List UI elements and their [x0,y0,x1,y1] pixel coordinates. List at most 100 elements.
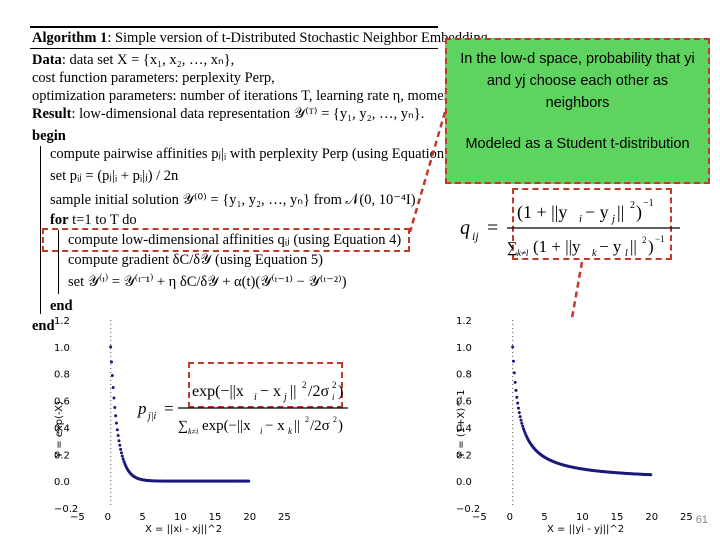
algorithm-line: optimization parameters: number of itera… [32,88,502,105]
svg-text:2: 2 [302,380,307,390]
x-tick-label: 15 [611,512,624,523]
callout-text-student-t: Modeled as a Student t-distribution [465,136,690,152]
y-tick-label: −0.2 [456,504,480,515]
svg-text:||: || [617,202,624,222]
x-tick-label: 20 [645,512,658,523]
algorithm-line: compute low-dimensional affinities qᵢⱼ (… [68,232,401,249]
svg-text:2: 2 [642,235,647,245]
svg-text:− y: − y [585,202,609,222]
svg-text:/2σ: /2σ [308,383,329,400]
algorithm-keyword: begin [32,128,66,144]
x-axis-label: X = ||yi - yj||^2 [547,524,624,535]
svg-text:k: k [592,248,597,259]
curve-point [113,405,117,409]
x-tick-label: 20 [243,512,256,523]
svg-text:/2σ: /2σ [310,418,330,434]
svg-text:i: i [579,213,582,225]
svg-text:p: p [137,399,147,418]
y-tick-label: 0.2 [54,450,70,461]
curve-point [114,421,118,425]
svg-text:i: i [332,392,335,402]
y-tick-label: 0.8 [456,370,472,381]
svg-text:−1: −1 [655,234,665,244]
algorithm-text: compute pairwise affinities pⱼ|ᵢ with pe… [50,146,460,162]
algorithm-text: set pᵢⱼ = (pⱼ|ᵢ + pᵢ|ⱼ) / 2n [50,168,179,184]
y-axis-label: Y = exp(-X) [54,401,65,459]
svg-text:(1 + ||y: (1 + ||y [533,237,581,256]
algorithm-line: set pᵢⱼ = (pⱼ|ᵢ + pᵢ|ⱼ) / 2n [50,168,178,185]
svg-text:2: 2 [630,200,635,211]
curve-point [118,443,122,447]
y-tick-label: 0.4 [54,423,70,434]
svg-text:i: i [260,426,263,436]
y-tick-label: 0.2 [456,450,472,461]
svg-text:−1: −1 [643,198,654,209]
y-tick-label: 1.2 [54,316,70,327]
algorithm-line: compute gradient δC/δ𝒴 (using Equation 5… [68,252,323,269]
x-tick-label: 25 [680,512,693,523]
y-tick-label: −0.2 [54,504,78,515]
svg-text:− y: − y [599,237,622,256]
svg-text:): ) [338,383,343,400]
page-number: 61 [695,514,708,526]
svg-text:||: || [294,418,300,434]
curve-point [247,479,251,483]
algorithm-line: begin [32,128,66,145]
y-tick-label: 1.0 [456,343,472,354]
curve-point [649,473,653,477]
curve-point [516,406,520,410]
curve-point [111,385,115,389]
formula-p-background [132,362,352,438]
svg-text:− x: − x [265,418,285,434]
curve-point [520,421,524,425]
algorithm-text: set 𝒴⁽ᵗ⁾ = 𝒴⁽ᵗ⁻¹⁾ + η δC/δ𝒴 + α(t)(𝒴⁽ᵗ⁻¹… [68,274,347,290]
algorithm-keyword: end [50,298,73,314]
curve-point [521,424,525,428]
svg-text:): ) [636,202,642,223]
y-tick-label: 0.6 [456,397,472,408]
svg-text:l: l [625,248,628,259]
curve-point [116,434,120,438]
algorithm-text: : data set X = {x₁, x₂, …, xₙ}, [61,52,235,68]
algorithm-text: : low-dimensional data representation 𝒴⁽… [71,106,425,122]
algorithm-line: Data: data set X = {x₁, x₂, …, xₙ}, [32,52,234,69]
svg-text:− x: − x [260,383,281,400]
y-tick-label: 1.2 [456,316,472,327]
x-tick-label: 10 [174,512,187,523]
curve-point [516,401,520,405]
svg-text:k≠l: k≠l [517,248,529,258]
algorithm-keyword: for [50,212,69,228]
algorithm-line: end [50,298,73,315]
highlight-box-qij-line [42,228,410,252]
svg-text:=: = [164,399,174,418]
algorithm-line: for t=1 to T do [50,212,137,229]
svg-text:exp(−||x: exp(−||x [202,418,251,434]
x-tick-label: 5 [541,512,547,523]
svg-text:q: q [460,217,470,239]
algorithm-text: sample initial solution 𝒴⁽⁰⁾ = {y₁, y₂, … [50,192,416,208]
svg-text:): ) [338,418,343,434]
callout-text-probability: In the low-d space, probability that yi … [460,51,695,111]
svg-text:(1 + ||y: (1 + ||y [517,202,567,223]
algorithm-line: end [32,318,55,335]
svg-text:ij: ij [472,229,479,243]
curve-point [521,427,525,431]
highlight-box-formula-p [188,362,343,408]
x-tick-label: −5 [472,512,487,523]
curve-point [511,345,515,349]
curve-point [119,447,123,451]
svg-text:2: 2 [305,415,309,424]
curve-point [120,454,124,458]
curve-point [512,371,516,375]
curve-point [119,451,123,455]
svg-text:j: j [610,213,615,225]
algorithm-header-text: : Simple version of t-Distributed Stocha… [107,30,492,46]
curve-point [110,374,114,378]
svg-text:i: i [254,392,257,403]
svg-text:exp(−||x: exp(−||x [192,383,244,400]
y-tick-label: 1.0 [54,343,70,354]
curve-point [115,428,119,432]
algorithm-line: cost function parameters: perplexity Per… [32,70,275,87]
formula-p-render: p j|i = exp(−||x i − x j || 2 /2σ 2 i ) … [137,380,348,436]
algorithm-keyword: Result [32,106,72,122]
